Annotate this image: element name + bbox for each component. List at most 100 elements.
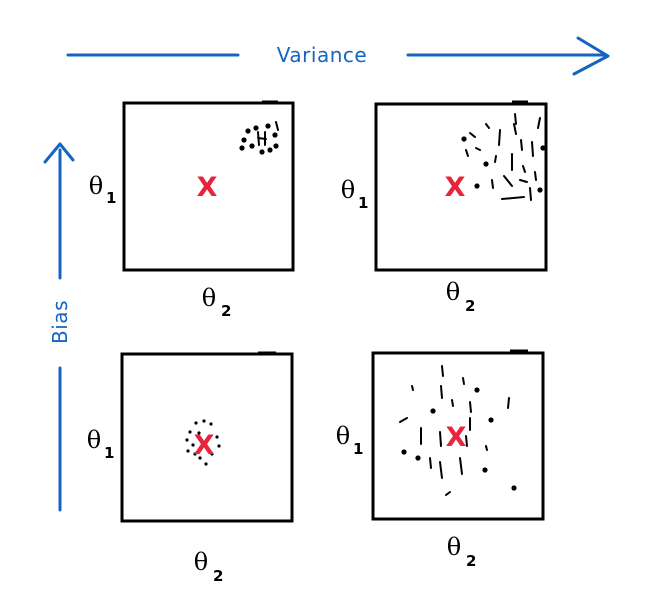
estimate-point: [217, 444, 221, 448]
estimate-mark: [411, 385, 414, 391]
estimate-mark: [491, 179, 494, 189]
estimate-point: [193, 452, 197, 456]
estimate-mark: [257, 137, 267, 140]
bias-arrowhead: [43, 142, 75, 164]
estimate-point: [185, 438, 189, 442]
estimate-point: [537, 187, 543, 193]
panel-high-bias-high-variance: X θ 1 θ 2: [341, 100, 548, 315]
estimate-scatter: [461, 113, 546, 201]
estimate-mark: [475, 147, 481, 151]
estimate-mark: [451, 399, 454, 407]
estimate-mark: [494, 155, 497, 163]
theta-subscript: 2: [213, 567, 223, 585]
theta-subscript: 1: [104, 444, 114, 462]
theta-symbol: θ: [447, 533, 461, 561]
estimate-point: [259, 149, 265, 155]
theta-2-label: θ 2: [446, 278, 476, 315]
estimate-cluster: [185, 419, 221, 466]
estimate-mark: [459, 457, 463, 475]
theta-2-label: θ 2: [202, 284, 232, 320]
estimate-point: [401, 449, 407, 455]
theta-1-label: θ 1: [87, 426, 115, 462]
theta-symbol: θ: [87, 426, 101, 454]
panel-frame: [374, 102, 548, 272]
estimate-point: [204, 462, 208, 466]
estimate-point: [415, 455, 421, 461]
theta-2-label: θ 2: [447, 533, 477, 570]
true-parameter-mark: X: [445, 172, 466, 203]
estimate-scatter: [399, 365, 517, 496]
estimate-mark: [469, 132, 476, 138]
theta-1-label: θ 1: [89, 172, 117, 207]
estimate-point: [265, 123, 271, 129]
estimate-point: [272, 132, 278, 138]
theta-symbol: θ: [194, 548, 208, 576]
estimate-mark: [498, 129, 501, 146]
estimate-point: [483, 161, 489, 167]
panel-low-bias-low-variance: X θ 1 θ 2: [87, 351, 294, 585]
estimate-mark: [537, 117, 541, 129]
theta-symbol: θ: [341, 176, 355, 204]
estimate-cluster: [239, 121, 279, 155]
estimate-point: [186, 449, 190, 453]
estimate-point: [249, 143, 255, 149]
estimate-point: [191, 443, 195, 447]
estimate-point: [215, 435, 219, 439]
estimate-point: [241, 137, 247, 143]
estimate-mark: [429, 457, 432, 469]
bias-axis-label: Bias: [48, 300, 72, 344]
estimate-mark: [275, 121, 279, 131]
variance-axis: Variance: [66, 36, 610, 76]
theta-1-label: θ 1: [341, 176, 369, 212]
panel-frame: [120, 352, 294, 523]
panel-frame: [371, 351, 545, 521]
estimate-mark: [529, 187, 532, 201]
estimate-point: [267, 147, 273, 153]
estimate-point: [273, 143, 279, 149]
estimate-mark: [534, 171, 537, 181]
estimate-mark: [399, 417, 408, 423]
theta-subscript: 2: [466, 552, 476, 570]
estimate-mark: [439, 461, 443, 479]
estimate-point: [482, 467, 488, 473]
panel-high-bias-low-variance: X θ 1 θ 2: [89, 100, 295, 320]
bias-axis: Bias: [43, 142, 75, 512]
estimate-point: [474, 387, 480, 393]
estimate-mark: [520, 139, 523, 151]
estimate-point: [239, 145, 245, 151]
theta-subscript: 2: [221, 302, 231, 320]
estimate-point: [188, 430, 192, 434]
estimate-mark: [465, 149, 469, 157]
true-parameter-mark: X: [446, 422, 467, 453]
theta-subscript: 1: [358, 194, 368, 212]
true-parameter-mark: X: [194, 430, 215, 461]
estimate-mark: [469, 401, 472, 413]
estimate-mark: [519, 179, 528, 183]
estimate-point: [253, 125, 259, 131]
theta-subscript: 2: [465, 297, 475, 315]
theta-symbol: θ: [89, 172, 103, 200]
panel-frame: [122, 101, 295, 272]
estimate-mark: [522, 165, 526, 173]
panel-low-bias-high-variance: X θ 1 θ 2: [336, 349, 545, 570]
estimate-point: [511, 485, 517, 491]
estimate-mark: [503, 175, 513, 187]
estimate-point: [461, 136, 467, 142]
estimate-mark: [531, 141, 534, 157]
theta-symbol: θ: [446, 278, 460, 306]
theta-1-label: θ 1: [336, 422, 364, 458]
theta-subscript: 1: [353, 440, 363, 458]
estimate-point: [245, 128, 251, 134]
estimate-point: [540, 145, 546, 151]
estimate-point: [197, 431, 201, 435]
variance-arrowhead: [572, 36, 610, 76]
estimate-point: [474, 183, 480, 189]
true-parameter-mark: X: [197, 172, 218, 203]
estimate-point: [209, 422, 213, 426]
estimate-mark: [507, 397, 510, 409]
theta-2-label: θ 2: [194, 548, 224, 585]
estimate-mark: [485, 123, 490, 129]
estimate-mark: [441, 365, 444, 377]
